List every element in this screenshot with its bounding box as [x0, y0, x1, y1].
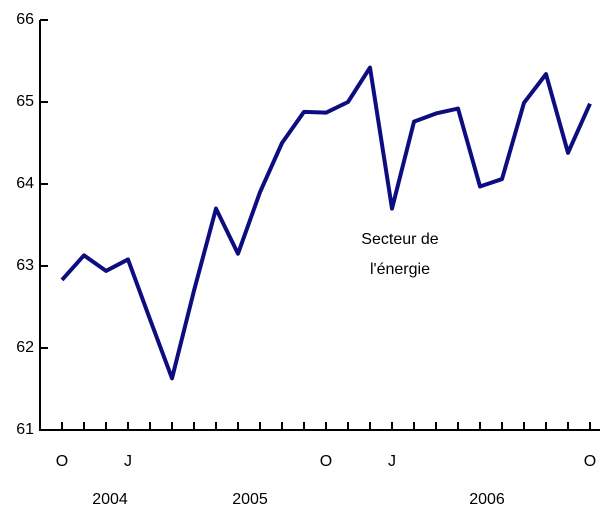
y-tick-label: 61: [16, 421, 34, 438]
year-label: 2006: [469, 491, 505, 508]
y-tick-label: 62: [16, 339, 34, 356]
x-tick-label: O: [56, 453, 68, 470]
annotation: l'énergie: [370, 261, 430, 278]
year-label: 2004: [92, 491, 128, 508]
x-tick-label: J: [124, 453, 132, 470]
annotation: Secteur de: [361, 231, 438, 248]
y-tick-label: 65: [16, 93, 34, 110]
y-tick-label: 64: [16, 175, 34, 192]
x-tick-label: O: [584, 453, 596, 470]
line: [60, 65, 592, 381]
x-tick-label: O: [320, 453, 332, 470]
y-tick-label: 63: [16, 257, 34, 274]
y-tick-label: 66: [16, 11, 34, 28]
year-label: 2005: [232, 491, 268, 508]
x-tick-label: J: [388, 453, 396, 470]
